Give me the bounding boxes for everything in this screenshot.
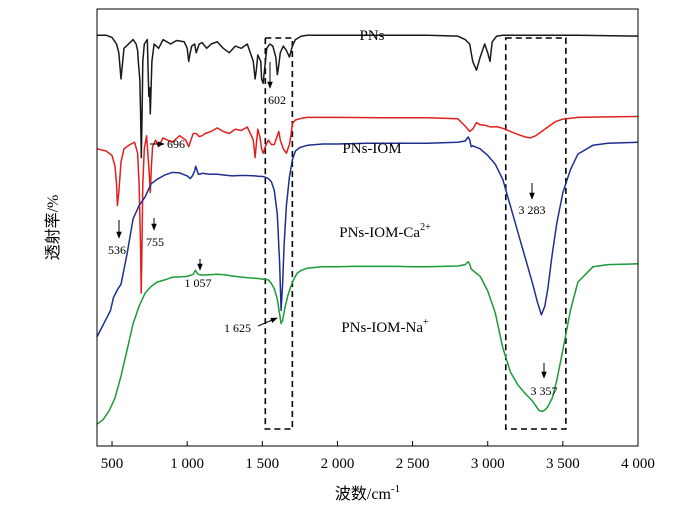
y-axis-title: 透射率/% [44,195,62,261]
series-label-text: PNs-IOM-Ca [339,225,420,241]
series-label: PNs [359,28,384,44]
x-axis-ticks: 500 1 000 1 500 2 000 2 500 3 000 3 500 4 000 [101,441,655,472]
highlight-region-box [504,37,567,430]
series-label: PNs-IOM-Na+ [341,317,429,336]
series-line-pns-iom-na [96,260,639,425]
x-tick-label: 3 000 [471,456,505,472]
series-label: PNs-IOM [342,141,401,157]
x-tick-label: 2 500 [396,456,430,472]
annotation-label: 3 357 [531,384,558,398]
x-tick-label: 4 000 [621,456,655,472]
x-tick-label: 1 500 [245,456,279,472]
annotation-label: 1 625 [224,321,251,335]
plot-frame [96,8,639,447]
annotation-label: 1 057 [185,276,212,290]
annotation-label: 3 283 [519,203,546,217]
series-label-text: PNs-IOM [342,141,401,157]
annotation-label: 755 [146,235,164,249]
x-axis-title: 波数/cm-1 [335,483,400,503]
annotation-arrow [257,317,278,327]
highlight-regions [264,37,567,430]
annotation-label: 696 [167,137,185,151]
annotation-label: 602 [268,93,286,107]
x-tick-label: 3 500 [546,456,580,472]
series-label-sup: + [423,317,429,328]
series-label-sup: 2+ [420,222,431,233]
x-tick-label: 1 000 [170,456,204,472]
x-tick-label: 500 [101,456,124,472]
series-label-text: PNs-IOM-Na [341,320,423,336]
x-tick-label: 2 000 [321,456,355,472]
peak-annotations: 602 696 536 755 3 283 1 057 1 625 3 357 [108,62,558,398]
spectrum-series [96,34,639,425]
series-label-text: PNs [359,28,384,44]
series-line-pns-iom [96,115,639,294]
highlight-region-box [264,37,294,430]
x-axis-title-text: 波数/cm [335,485,392,503]
annotation-label: 536 [108,243,126,257]
series-labels: PNs PNs-IOM PNs-IOM-Ca2+ PNs-IOM-Na+ [339,28,431,336]
series-line-pns-iom-ca [96,136,639,338]
series-line-pns [97,34,639,159]
x-axis-title-sup: -1 [391,483,400,495]
series-label: PNs-IOM-Ca2+ [339,222,431,241]
